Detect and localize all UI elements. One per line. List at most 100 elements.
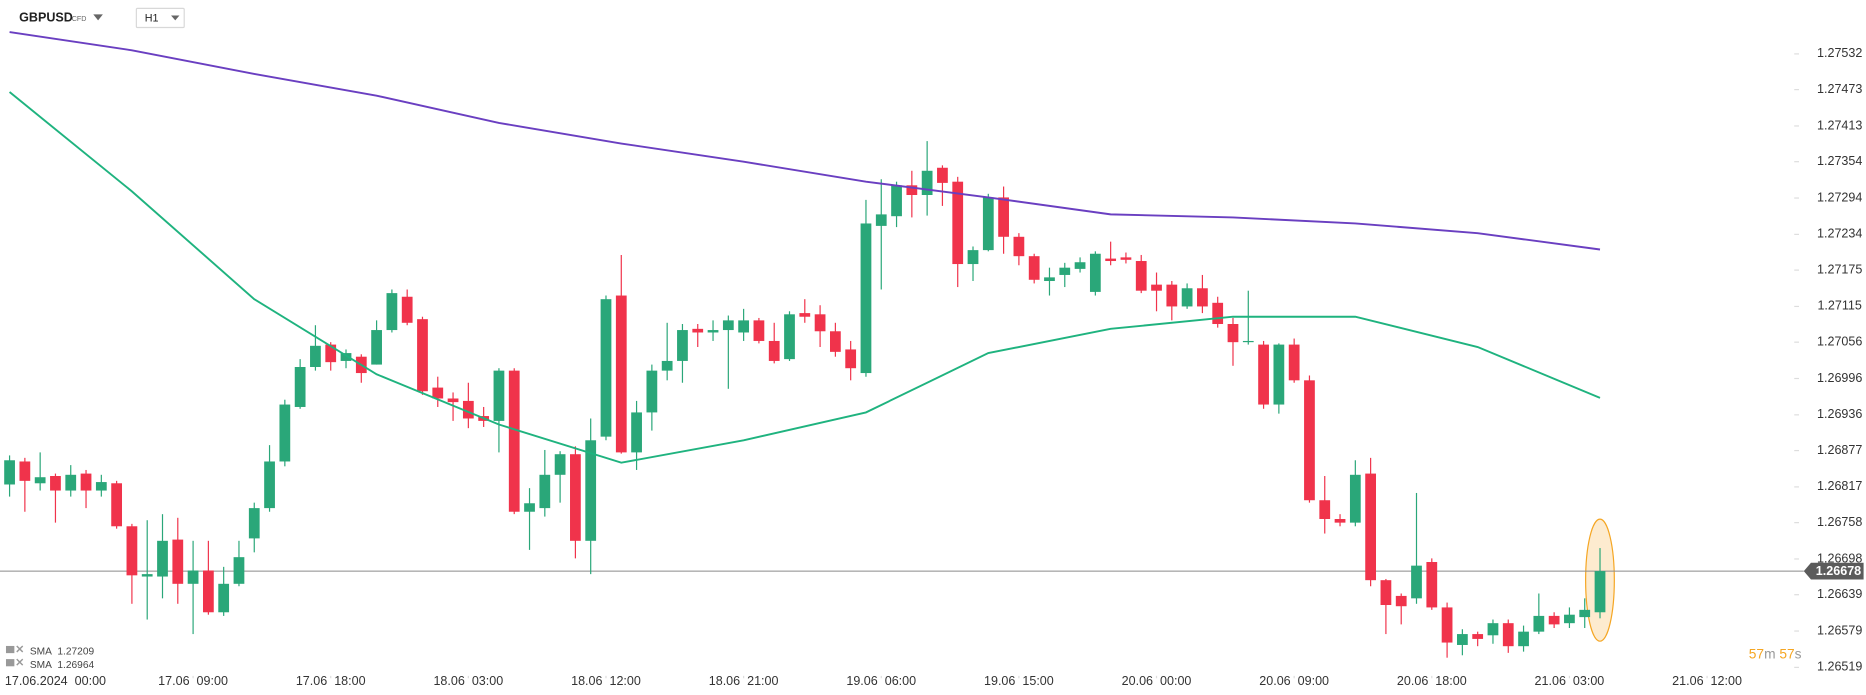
y-tick-label: 1.26698 (1817, 551, 1862, 565)
countdown-unit: m (1764, 646, 1775, 661)
candle-body (631, 412, 642, 453)
candle-body (1533, 615, 1545, 632)
candle-body (967, 250, 979, 265)
candle-body (1013, 236, 1025, 257)
candle-body (1579, 609, 1591, 618)
candle-body (1564, 614, 1575, 624)
candle-body (585, 440, 597, 541)
candle-body (1319, 500, 1331, 520)
y-tick-label: 1.27294 (1817, 190, 1862, 204)
candle-body (111, 483, 123, 527)
dropdown-arrow[interactable] (171, 15, 180, 21)
legend-close[interactable] (16, 658, 24, 666)
candle-body (447, 398, 459, 403)
y-tick-label: 1.27473 (1817, 82, 1862, 96)
candle-body (65, 474, 77, 491)
x-tick-label: 20.06 09:00 (1259, 674, 1329, 688)
candle-body (1411, 565, 1422, 599)
legend-name: SMA (30, 647, 52, 658)
candle-body (1395, 595, 1407, 607)
candle-body (860, 223, 872, 374)
candle-body (646, 370, 658, 413)
candle-body (1334, 519, 1346, 523)
price-tag-label: 1.26678 (1816, 564, 1861, 578)
candle-body (982, 197, 994, 251)
candle-body (814, 314, 826, 332)
legend-close[interactable] (16, 645, 24, 653)
candle-body (325, 344, 337, 363)
legend-icon[interactable] (5, 645, 15, 654)
candle-body (508, 370, 520, 512)
candle-body (493, 370, 505, 421)
x-tick-label: 18.06 03:00 (433, 674, 503, 688)
price-tag (1803, 562, 1864, 580)
x-tick-label: 20.06 18:00 (1397, 674, 1467, 688)
y-tick-label: 1.27115 (1817, 299, 1861, 313)
candle-body (279, 404, 291, 462)
symbol-selector[interactable]: GBPUSD CFD (19, 10, 103, 24)
x-tick-label: 17.06 18:00 (296, 674, 366, 688)
legend-item: SMA 1.26964 (5, 658, 94, 671)
candle-body (294, 366, 306, 407)
dropdown-arrow[interactable] (93, 14, 103, 21)
candle-body (615, 295, 627, 453)
candle-body (1089, 253, 1101, 292)
candle-body (310, 345, 321, 367)
y-tick-label: 1.26996 (1817, 371, 1862, 385)
candle-body (19, 461, 31, 481)
timeframe-box[interactable] (135, 7, 185, 29)
candle-body (1120, 257, 1132, 260)
candle-body (1487, 623, 1499, 636)
legend: SMA 1.27209 SMA 1.26964 (5, 645, 94, 671)
timeframe[interactable]: H1 (145, 12, 159, 24)
candle-body (1135, 261, 1147, 291)
candle-body (906, 185, 918, 196)
candle-body (799, 313, 811, 317)
symbol[interactable]: GBPUSD (19, 10, 73, 24)
candle-body (829, 331, 841, 352)
instrument-type[interactable]: CFD (72, 15, 87, 23)
candle-body (661, 360, 673, 371)
x-tick-label: 19.06 15:00 (984, 674, 1054, 688)
y-tick-label: 1.27354 (1817, 154, 1862, 168)
candle-body (722, 320, 734, 331)
candle-body (1028, 256, 1040, 280)
candle-body (1273, 344, 1285, 405)
candle-body (570, 454, 581, 541)
y-tick-label: 1.27175 (1817, 262, 1862, 276)
candle-body (600, 299, 612, 437)
candle-body (1151, 284, 1162, 291)
candle-body (998, 197, 1009, 237)
candle-body (1518, 631, 1529, 647)
candle-body (891, 185, 902, 217)
legend-icon[interactable] (5, 659, 15, 667)
candle-body (524, 503, 535, 512)
candle-body (738, 320, 750, 333)
candle-body (1441, 607, 1453, 643)
candle-body (1074, 262, 1086, 269)
candle-body (937, 167, 948, 183)
candle-body (784, 314, 795, 360)
candle-body (50, 476, 61, 491)
sma-line (8, 91, 1601, 464)
legend-item: SMA 1.27209 (5, 645, 94, 658)
x-tick-label: 20.06 00:00 (1122, 674, 1192, 688)
x-tick-label: 17.06 09:00 (158, 674, 228, 688)
candle-body (1227, 324, 1239, 343)
x-tick-label: 21.06 12:00 (1672, 674, 1742, 688)
candle-body (1044, 277, 1055, 282)
candle-body (875, 214, 887, 226)
candle-body (1456, 634, 1468, 645)
candle-body (1426, 562, 1438, 608)
y-tick-label: 1.26579 (1817, 623, 1862, 637)
candle-body (1242, 340, 1254, 343)
candle-body (4, 460, 15, 485)
candle-body (1380, 580, 1392, 606)
timeframe-selector[interactable]: H1 (135, 7, 185, 29)
countdown: 57m 57s (1749, 646, 1802, 661)
y-tick-label: 1.26817 (1817, 479, 1862, 493)
candle-body (172, 539, 184, 584)
candle-body (1212, 302, 1224, 325)
candle-body (432, 387, 444, 399)
candle-body (554, 454, 566, 475)
